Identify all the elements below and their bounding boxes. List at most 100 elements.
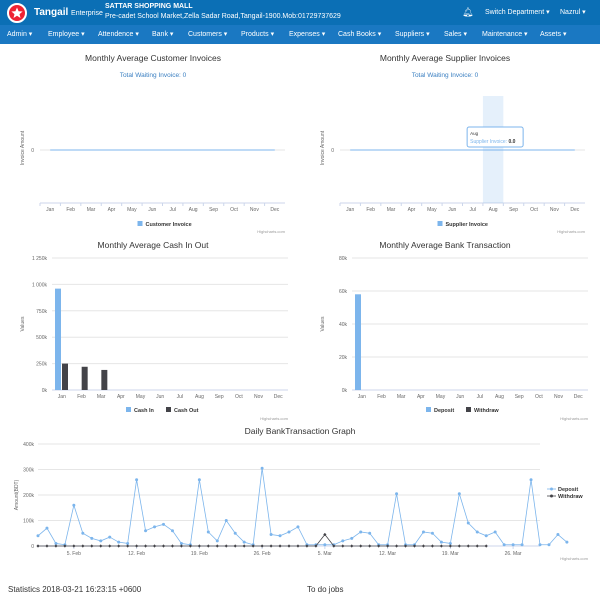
- data-point: [36, 544, 40, 548]
- y-axis-label: Amount(BDT): [14, 479, 20, 510]
- data-point: [484, 544, 488, 548]
- nav-sales[interactable]: Sales ▾: [444, 31, 467, 38]
- x-tick-label: Jan: [46, 207, 54, 213]
- nav-products[interactable]: Products ▾: [241, 31, 275, 38]
- switch-department-menu[interactable]: Switch Department ▾: [485, 9, 550, 16]
- x-tick-label: Jul: [477, 394, 483, 400]
- y-tick-label: 60k: [339, 289, 348, 295]
- bar: [355, 294, 361, 390]
- nav-customers[interactable]: Customers ▾: [188, 31, 228, 38]
- series-line: [37, 468, 568, 546]
- x-tick-label: 5. Feb: [67, 551, 81, 557]
- nav-suppliers[interactable]: Suppliers ▾: [395, 31, 430, 38]
- x-tick-label: Oct: [235, 394, 243, 400]
- data-point: [475, 530, 479, 534]
- legend-label: Cash Out: [174, 408, 199, 414]
- x-tick-label: 12. Feb: [128, 551, 145, 557]
- bar: [55, 288, 61, 390]
- chart-title: Monthly Average Cash In Out: [97, 240, 209, 250]
- data-point: [368, 544, 372, 548]
- data-point: [179, 544, 184, 548]
- y-tick-label: 1 250k: [32, 256, 48, 262]
- user-menu[interactable]: Nazrul ▾: [560, 9, 586, 16]
- y-tick-label: 300k: [23, 468, 34, 474]
- shop-info: SATTAR SHOPPING MALL Pre-cadet School Ma…: [105, 2, 341, 22]
- chart-subtitle: Total Waiting Invoice: 0: [119, 72, 187, 79]
- x-tick-label: Nov: [250, 207, 259, 213]
- credits: Highcharts.com: [257, 229, 285, 234]
- data-point: [511, 543, 515, 547]
- data-point: [215, 544, 219, 548]
- data-point: [457, 492, 461, 496]
- nav-admin[interactable]: Admin ▾: [7, 31, 33, 38]
- data-point: [350, 536, 354, 540]
- x-tick-label: Aug: [189, 207, 198, 213]
- x-tick-label: Jun: [148, 207, 156, 213]
- data-point: [45, 544, 49, 548]
- data-point: [386, 544, 390, 548]
- data-point: [233, 544, 237, 548]
- data-point: [90, 536, 94, 540]
- legend-swatch: [426, 407, 431, 412]
- data-point: [197, 478, 201, 482]
- statistics-heading: Statistics 2018-03-21 16:23:15 +0600: [8, 585, 142, 594]
- data-point: [314, 544, 318, 548]
- y-tick-label: 0: [31, 544, 34, 550]
- nav-maintenance[interactable]: Maintenance ▾: [482, 31, 528, 38]
- data-point: [153, 525, 157, 529]
- data-point: [269, 544, 273, 548]
- x-tick-label: Mar: [97, 394, 106, 400]
- data-point: [215, 539, 219, 543]
- data-point: [242, 544, 246, 548]
- data-point: [529, 478, 533, 482]
- x-tick-label: Jun: [156, 394, 164, 400]
- nav-expenses[interactable]: Expenses ▾: [289, 31, 326, 38]
- cash-in-out-chart: 0k 250k 500k 750k 1 000k 1 250k Values Jan Feb Ma…: [20, 256, 289, 421]
- credits: Highcharts.com: [557, 229, 585, 234]
- nav-cash-books[interactable]: Cash Books ▾: [338, 31, 382, 38]
- data-point: [188, 544, 192, 548]
- data-point: [296, 544, 300, 548]
- data-point: [439, 544, 443, 548]
- credits: Highcharts.com: [560, 416, 588, 421]
- data-point: [448, 544, 452, 548]
- x-tick-label: Sep: [515, 394, 524, 400]
- chart-title: Monthly Average Bank Transaction: [379, 240, 511, 250]
- y-tick-label: 500k: [36, 335, 47, 341]
- data-point: [117, 544, 121, 548]
- data-point: [323, 543, 327, 547]
- x-tick-label: Apr: [417, 394, 425, 400]
- data-point: [377, 544, 381, 548]
- data-point: [538, 543, 542, 547]
- nav-attendence[interactable]: Attendence ▾: [98, 31, 139, 38]
- shop-name: SATTAR SHOPPING MALL: [105, 3, 193, 10]
- y-tick-label: 400k: [23, 442, 34, 448]
- x-tick-label: Sep: [209, 207, 218, 213]
- brand-logo[interactable]: Tangail Enterprise: [4, 2, 103, 23]
- data-point: [278, 534, 282, 538]
- data-point: [99, 539, 103, 543]
- data-point: [260, 466, 264, 470]
- nav-employee[interactable]: Employee ▾: [48, 31, 85, 38]
- data-point: [520, 543, 524, 547]
- top-header: Tangail Enterprise SATTAR SHOPPING MALL …: [0, 0, 600, 25]
- data-point: [108, 535, 112, 539]
- x-tick-label: Nov: [254, 394, 263, 400]
- data-point: [126, 541, 130, 545]
- nav-assets[interactable]: Assets ▾: [540, 31, 567, 38]
- data-point: [144, 529, 148, 533]
- x-tick-label: Aug: [495, 394, 504, 400]
- x-tick-label: Apr: [408, 207, 416, 213]
- data-point: [457, 544, 461, 548]
- bell-icon[interactable]: 🔔︎: [462, 7, 474, 17]
- data-point: [45, 526, 49, 530]
- nav-bank[interactable]: Bank ▾: [152, 31, 174, 38]
- y-tick-label: 80k: [339, 256, 348, 262]
- data-point: [403, 544, 408, 548]
- y-axis-label: Values: [20, 316, 26, 331]
- data-point: [251, 544, 255, 548]
- data-point: [54, 541, 58, 545]
- chart-title: Monthly Average Customer Invoices: [85, 53, 221, 63]
- data-point: [287, 530, 291, 534]
- data-point: [412, 544, 417, 548]
